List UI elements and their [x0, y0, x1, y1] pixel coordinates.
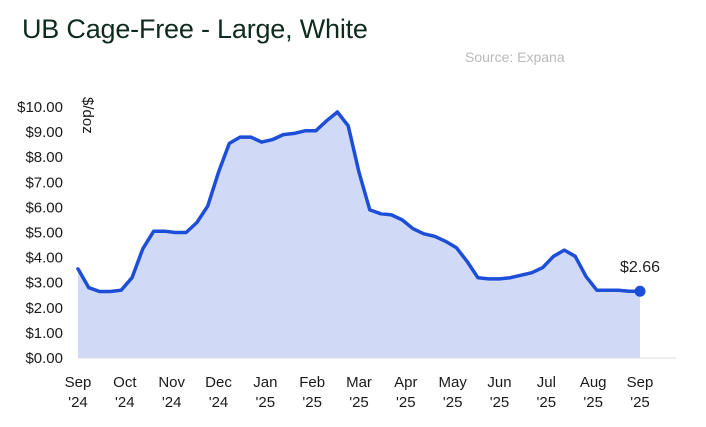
y-tick-label: $4.00	[25, 250, 63, 267]
x-tick-label: Jul '25	[537, 374, 557, 411]
x-tick-label: Apr '25	[394, 374, 417, 411]
y-tick-label: $9.00	[25, 124, 63, 141]
x-tick-label: May '25	[438, 374, 467, 411]
y-axis-ticks: $0.00 $1.00 $2.00 $3.00 $4.00 $5.00 $6.00 $7.00…	[17, 99, 63, 367]
x-tick-label: Sep '24	[65, 374, 92, 411]
y-tick-label: $3.00	[25, 275, 63, 292]
x-tick-label: Oct '24	[113, 374, 137, 411]
x-tick-label: Nov '24	[158, 374, 185, 411]
x-tick-label: Mar '25	[346, 374, 372, 411]
x-tick-label: Dec '24	[205, 374, 232, 411]
x-tick-label: Feb '25	[299, 374, 325, 411]
y-tick-label: $10.00	[17, 99, 63, 116]
source-label: Source: Expana	[465, 49, 565, 65]
y-tick-label: $5.00	[25, 225, 63, 242]
x-tick-label: Aug '25	[580, 374, 607, 411]
y-tick-label: $8.00	[25, 149, 63, 166]
x-tick-label: Sep '25	[627, 374, 654, 411]
y-axis-label: $/doz	[79, 97, 96, 134]
y-tick-label: $2.00	[25, 300, 63, 317]
y-tick-label: $1.00	[25, 325, 63, 342]
y-tick-label: $7.00	[25, 174, 63, 191]
x-tick-label: Jan '25	[253, 374, 277, 411]
y-tick-label: $6.00	[25, 199, 63, 216]
x-axis-ticks: Sep '24 Oct '24 Nov '24 Dec '24 Jan '25 Feb '25 Mar '…	[65, 374, 654, 411]
y-tick-label: $0.00	[25, 350, 63, 367]
series-line	[76, 110, 642, 294]
last-value-label: $2.66	[620, 259, 660, 276]
x-tick-label: Jun '25	[487, 374, 511, 411]
last-point-marker	[634, 285, 646, 297]
area-fill	[78, 112, 640, 358]
chart-title: UB Cage-Free - Large, White	[22, 14, 368, 44]
